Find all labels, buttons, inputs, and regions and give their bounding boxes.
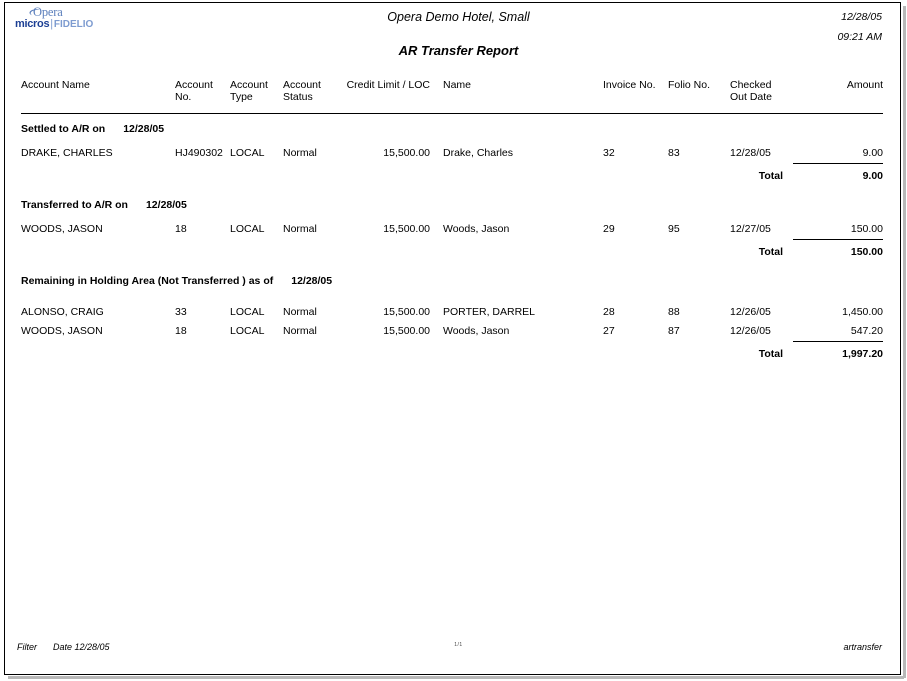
report-time: 09:21 AM — [837, 31, 882, 43]
cell-checked-out-date: 12/27/05 — [730, 223, 771, 235]
cell-name: Woods, Jason — [443, 223, 510, 235]
cell-folio-no: 83 — [668, 147, 680, 159]
cell-name: Drake, Charles — [443, 147, 514, 159]
table-row[interactable]: WOODS, JASON 18 LOCAL Normal 15,500.00 Woods,… — [5, 325, 907, 339]
section-title: Remaining in Holding Area (Not Transferr… — [21, 275, 274, 287]
section-date: 12/28/05 — [145, 199, 187, 211]
cell-account-status: Normal — [283, 223, 317, 235]
column-header-account-type: Account Type — [230, 79, 268, 103]
cell-amount: 1,450.00 — [842, 306, 883, 318]
cell-amount: 9.00 — [862, 147, 883, 159]
cell-account-status: Normal — [283, 147, 317, 159]
cell-account-name: WOODS, JASON — [21, 325, 103, 337]
section-title: Settled to A/R on — [21, 123, 106, 135]
cell-folio-no: 88 — [668, 306, 680, 318]
cell-account-name: WOODS, JASON — [21, 223, 103, 235]
cell-credit-limit: 15,500.00 — [383, 306, 430, 318]
page-shadow-right — [903, 6, 906, 678]
section-title: Transferred to A/R on — [21, 199, 128, 211]
table-row[interactable]: WOODS, JASON 18 LOCAL Normal 15,500.00 Woods,… — [5, 223, 907, 237]
footer-page-marker: 1/1 — [454, 642, 463, 648]
total-rule — [793, 163, 883, 164]
section-header-0: Settled to A/R on 12/28/05 — [21, 123, 164, 135]
cell-invoice-no: 32 — [603, 147, 615, 159]
table-row[interactable]: ALONSO, CRAIG 33 LOCAL Normal 15,500.00 PORTE… — [5, 306, 907, 320]
cell-invoice-no: 28 — [603, 306, 615, 318]
total-label: Total — [758, 348, 783, 360]
cell-account-no: 33 — [175, 306, 187, 318]
column-header-credit-limit: Credit Limit / LOC — [346, 79, 430, 91]
cell-credit-limit: 15,500.00 — [383, 147, 430, 159]
page-shadow-bottom — [8, 676, 904, 679]
report-date: 12/28/05 — [841, 11, 882, 23]
cell-account-type: LOCAL — [230, 325, 265, 337]
cell-checked-out-date: 12/26/05 — [730, 306, 771, 318]
column-header-amount: Amount — [846, 79, 883, 91]
table-row[interactable]: DRAKE, CHARLES HJ490302 LOCAL Normal 15,500.… — [5, 147, 907, 161]
logo-separator: | — [50, 18, 53, 30]
total-amount: 150.00 — [850, 246, 883, 258]
cell-checked-out-date: 12/28/05 — [730, 147, 771, 159]
section-date: 12/28/05 — [291, 275, 333, 287]
column-header-account-name: Account Name — [21, 79, 90, 91]
logo-micros-text: micros — [15, 18, 50, 30]
report-title: AR Transfer Report — [398, 43, 519, 58]
total-amount: 1,997.20 — [842, 348, 883, 360]
cell-account-name: DRAKE, CHARLES — [21, 147, 113, 159]
logo-micros-fidelio-text: micros|FIDELIO — [15, 19, 93, 30]
footer-report-id: artransfer — [843, 642, 882, 652]
cell-folio-no: 87 — [668, 325, 680, 337]
cell-account-no: 18 — [175, 223, 187, 235]
total-rule — [793, 341, 883, 342]
hotel-name: Opera Demo Hotel, Small — [387, 10, 530, 24]
total-rule — [793, 239, 883, 240]
column-header-account-status: Account Status — [283, 79, 321, 103]
section-header-2: Remaining in Holding Area (Not Transferr… — [21, 275, 332, 287]
column-header-account-no: Account No. — [175, 79, 213, 103]
column-header-name: Name — [443, 79, 472, 91]
column-header-invoice-no: Invoice No. — [603, 79, 656, 91]
cell-account-type: LOCAL — [230, 306, 265, 318]
total-amount: 9.00 — [862, 170, 883, 182]
cell-account-status: Normal — [283, 325, 317, 337]
cell-credit-limit: 15,500.00 — [383, 325, 430, 337]
column-header-checked-out-date: Checked Out Date — [730, 79, 773, 103]
footer-filter-value: Date 12/28/05 — [53, 642, 110, 652]
cell-name: PORTER, DARREL — [443, 306, 535, 318]
cell-checked-out-date: 12/26/05 — [730, 325, 771, 337]
cell-invoice-no: 27 — [603, 325, 615, 337]
logo-fidelio-text: FIDELIO — [53, 19, 94, 30]
opera-micros-fidelio-logo: Opera micros|FIDELIO — [15, 6, 101, 32]
section-header-1: Transferred to A/R on 12/28/05 — [21, 199, 187, 211]
cell-account-no: HJ490302 — [175, 147, 223, 159]
cell-amount: 150.00 — [850, 223, 883, 235]
column-header-folio-no: Folio No. — [668, 79, 711, 91]
cell-amount: 547.20 — [850, 325, 883, 337]
section-date: 12/28/05 — [123, 123, 165, 135]
logo-opera-text: Opera — [33, 5, 63, 19]
cell-folio-no: 95 — [668, 223, 680, 235]
cell-name: Woods, Jason — [443, 325, 510, 337]
cell-account-no: 18 — [175, 325, 187, 337]
swoosh-icon — [29, 9, 40, 16]
footer-filter-label: Filter — [17, 642, 37, 652]
cell-account-status: Normal — [283, 306, 317, 318]
report-paper: Opera micros|FIDELIO Opera Demo Hotel, S… — [4, 2, 901, 675]
total-label: Total — [758, 246, 783, 258]
cell-account-type: LOCAL — [230, 147, 265, 159]
cell-credit-limit: 15,500.00 — [383, 223, 430, 235]
table-header-rule — [21, 113, 883, 114]
cell-account-name: ALONSO, CRAIG — [21, 306, 104, 318]
cell-invoice-no: 29 — [603, 223, 615, 235]
cell-account-type: LOCAL — [230, 223, 265, 235]
total-label: Total — [758, 170, 783, 182]
